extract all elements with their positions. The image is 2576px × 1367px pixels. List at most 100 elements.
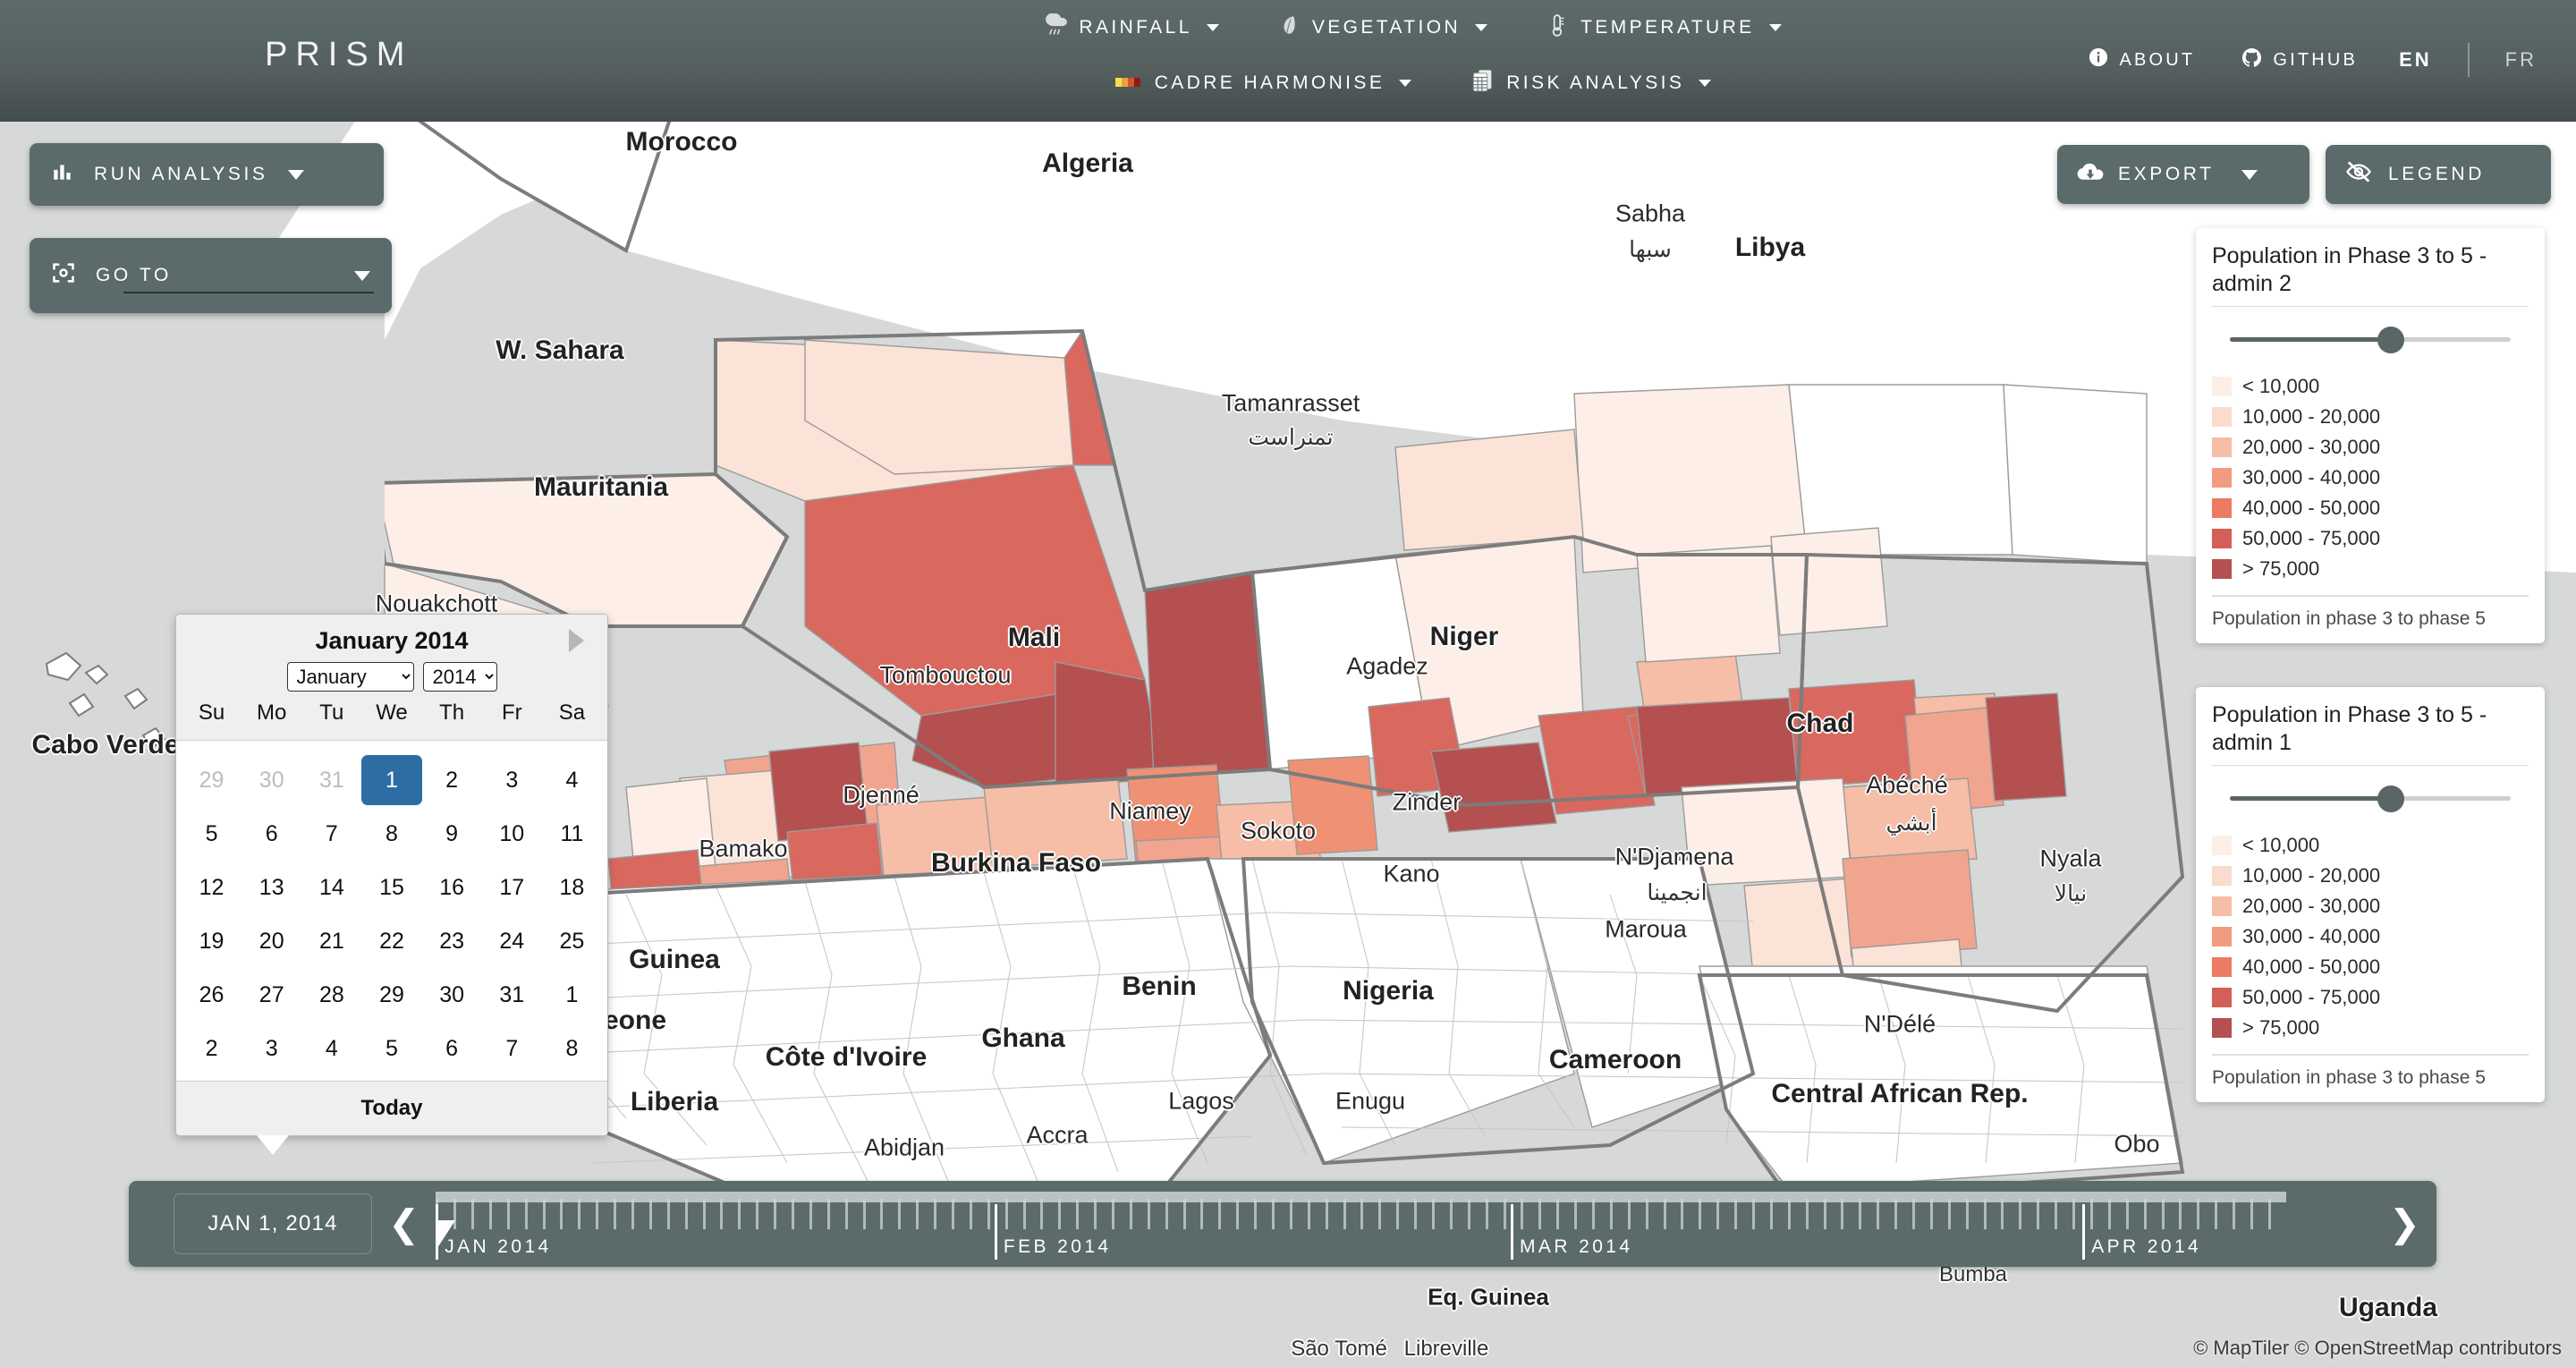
lang-en[interactable]: EN [2399,48,2432,71]
date-picker-day[interactable]: 12 [199,875,225,900]
month-select[interactable]: JanuaryFebruaryMarchAprilMayJuneJulyAugu… [286,662,414,692]
date-picker-day[interactable]: 28 [318,982,344,1007]
nav-item-rainfall[interactable]: RAINFALL [1039,10,1224,46]
date-picker-day[interactable]: 13 [258,875,284,900]
nav-item-github[interactable]: GITHUB [2236,44,2363,77]
date-picker-day[interactable]: 8 [386,821,398,846]
date-picker-day[interactable]: 21 [318,929,344,954]
date-picker-day[interactable]: 27 [258,982,284,1007]
timeline-tick [1165,1199,1168,1229]
date-picker-day[interactable]: 15 [379,875,404,900]
nav-item-risk-analysis[interactable]: RISK ANALYSIS [1465,64,1716,102]
timeline-tick [1076,1199,1080,1229]
date-picker-day[interactable]: 16 [439,875,465,900]
date-picker-day[interactable]: 2 [205,1036,218,1061]
date-picker-day[interactable]: 7 [505,1036,519,1061]
date-picker-day[interactable]: 6 [445,1036,459,1061]
date-picker-day[interactable]: 18 [559,875,585,900]
legend-opacity-slider[interactable] [2212,777,2529,827]
go-to-button[interactable]: GO TO [30,238,392,313]
date-picker-day[interactable]: 17 [499,875,525,900]
date-picker-day[interactable]: 20 [258,929,284,954]
timeline-next-button[interactable]: ❯ [2388,1202,2420,1244]
date-picker-day[interactable]: 6 [265,821,278,846]
date-picker-day[interactable]: 4 [565,768,579,793]
timeline-tick [1521,1199,1524,1229]
go-to-input-underline[interactable] [123,292,374,293]
github-icon [2241,47,2262,73]
date-picker-day[interactable]: 11 [560,821,584,846]
run-analysis-label: RUN ANALYSIS [94,164,268,184]
nav-item-label: TEMPERATURE [1580,17,1755,38]
date-picker-day[interactable]: 30 [258,768,284,793]
date-picker-day[interactable]: 10 [499,821,525,846]
export-button[interactable]: EXPORT [2057,145,2309,204]
date-picker-day[interactable]: 9 [445,821,459,846]
date-picker-day[interactable]: 29 [199,768,225,793]
legend-scale-item: > 75,000 [2212,554,2529,584]
date-picker-grid: 29 30 31 1 2 3 4 5 6 7 8 9 10 11 12 13 14 15 16 17 18 19 20 21 2… [176,741,607,1081]
date-picker-day[interactable]: 2 [445,768,459,793]
date-picker-day[interactable]: 8 [565,1036,579,1061]
date-picker-day[interactable]: 22 [379,929,404,954]
date-picker-day[interactable]: 25 [559,929,585,954]
today-button[interactable]: Today [176,1081,607,1135]
date-picker-day[interactable]: 5 [386,1036,398,1061]
date-picker-day[interactable]: 24 [499,929,525,954]
date-picker-day[interactable]: 3 [265,1036,278,1061]
legend-range-label: > 75,000 [2242,557,2320,580]
date-picker-day[interactable]: 5 [205,821,218,846]
timeline-tick [1272,1199,1275,1229]
legend-color-swatch [2212,866,2232,886]
lang-fr[interactable]: FR [2504,48,2537,71]
crosshair-frame-icon [51,260,76,291]
timeline-selected-date[interactable]: JAN 1, 2014 [174,1193,372,1254]
chevron-down-icon [1399,80,1412,87]
nav-item-vegetation[interactable]: VEGETATION [1273,10,1493,46]
date-picker-day[interactable]: 31 [318,768,344,793]
date-picker-day[interactable]: 1 [361,755,422,805]
nav-item-temperature[interactable]: TEMPERATURE [1541,10,1787,46]
timeline-prev-button[interactable]: ❮ [388,1202,420,1244]
run-analysis-button[interactable]: RUN ANALYSIS [30,143,384,206]
timeline-tick [1182,1199,1186,1229]
lang-divider [2467,43,2470,77]
timeline-tick [1805,1199,1809,1229]
date-picker-day[interactable]: 14 [318,875,344,900]
chevron-down-icon [1206,24,1219,31]
cloud-download-icon [2077,160,2104,189]
timeline-track[interactable]: JAN 2014 FEB 2014 MAR 2014 APR 2014 [436,1181,2373,1267]
year-select[interactable]: 20122013201420152016 [422,662,497,692]
date-picker-day[interactable]: 26 [199,982,225,1007]
brand-logo[interactable]: PRISM [265,36,413,73]
chevron-down-icon [287,169,304,180]
nav-item-about[interactable]: ABOUT [2083,44,2200,76]
timeline-tick [524,1199,528,1229]
timeline-tick [1360,1199,1364,1229]
date-picker-day[interactable]: 31 [499,982,525,1007]
timeline-tick [2001,1199,2004,1229]
thermometer-icon [1546,13,1570,42]
timeline-cursor[interactable] [436,1220,456,1251]
date-picker-day[interactable]: 1 [565,982,579,1007]
date-picker-day[interactable]: 29 [379,982,404,1007]
date-picker-day[interactable]: 7 [325,821,338,846]
legend-range-label: < 10,000 [2242,375,2320,397]
legend-opacity-slider[interactable] [2212,318,2529,368]
slider-knob[interactable] [2377,785,2404,812]
date-picker-day[interactable]: 3 [505,768,519,793]
timeline-tick [826,1199,830,1229]
chevron-right-icon[interactable] [569,629,584,652]
slider-knob[interactable] [2377,327,2404,353]
legend-color-swatch [2212,468,2232,488]
date-picker-day[interactable]: 23 [439,929,465,954]
date-picker-day[interactable]: 19 [199,929,225,954]
date-picker-day[interactable]: 30 [439,982,465,1007]
timeline-tick [916,1199,919,1229]
nav-item-cadre-harmonise[interactable]: CADRE HARMONISE [1110,69,1418,98]
legend-toggle-button[interactable]: LEGEND [2326,145,2551,204]
timeline-tick [453,1199,457,1229]
timeline-tick [631,1199,634,1229]
date-picker-day[interactable]: 4 [325,1036,338,1061]
